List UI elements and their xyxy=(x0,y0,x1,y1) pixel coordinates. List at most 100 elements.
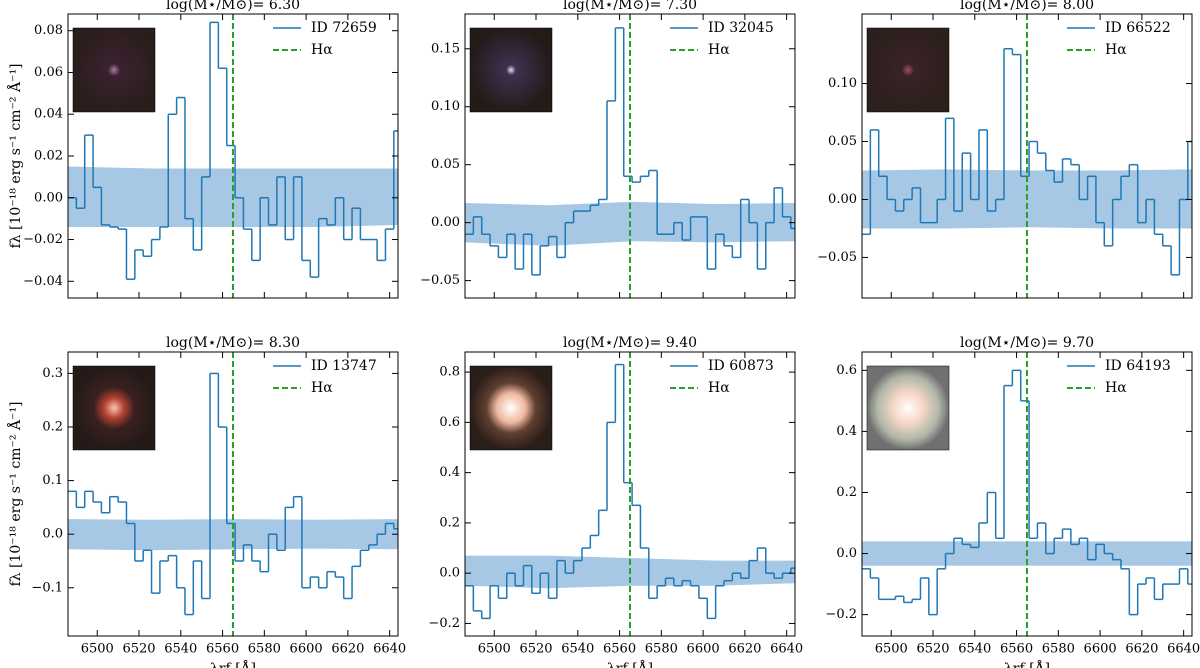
y-tick-label: 0.0 xyxy=(836,546,857,561)
plot-area xyxy=(68,14,398,298)
y-tick-label: 0.00 xyxy=(431,215,460,230)
y-tick-label: 0.6 xyxy=(836,363,857,378)
y-tick-label: 0.10 xyxy=(431,99,460,114)
x-tick-label: 6620 xyxy=(331,642,364,657)
legend-label: Hα xyxy=(311,380,333,396)
y-tick-label: 0.1 xyxy=(42,473,63,488)
legend-label: Hα xyxy=(311,42,333,58)
x-tick-label: 6520 xyxy=(519,642,552,657)
y-tick-label: −0.02 xyxy=(23,232,63,247)
x-tick-label: 6600 xyxy=(290,642,323,657)
y-tick-label: 0.4 xyxy=(836,424,857,439)
y-tick-label: 0.02 xyxy=(34,149,63,164)
frame xyxy=(464,13,796,299)
legend-label: ID 66522 xyxy=(1105,20,1171,36)
y-tick-label: 0.15 xyxy=(431,41,460,56)
x-tick-label: 6600 xyxy=(1084,642,1117,657)
panel: −0.04 −0.02 0.00 0.02 0.04 0.06 0.08 log(M⋆/M⊙)… xyxy=(6,0,399,299)
thumbnail xyxy=(469,365,553,451)
x-tick-label: 6640 xyxy=(770,642,803,657)
y-tick-label: −0.2 xyxy=(428,616,460,631)
x-tick-label: 6640 xyxy=(1167,642,1200,657)
y-tick-label: 0.2 xyxy=(42,420,63,435)
thumbnail xyxy=(469,27,553,113)
x-tick-label: 6560 xyxy=(206,642,239,657)
y-axis-label: fλ [10⁻¹⁸ erg s⁻¹ cm⁻² Å⁻¹] xyxy=(6,63,24,248)
y-tick-label: 0.0 xyxy=(42,527,63,542)
y-tick-label: 0.05 xyxy=(828,134,857,149)
panel-title: log(M⋆/M⊙)= 6.30 xyxy=(166,0,300,13)
frame xyxy=(861,13,1193,299)
x-tick-label: 6540 xyxy=(561,642,594,657)
legend-label: ID 60873 xyxy=(708,358,774,374)
panel-title: log(M⋆/M⊙)= 7.30 xyxy=(563,0,697,13)
legend-label: Hα xyxy=(708,380,730,396)
x-tick-label: 6560 xyxy=(1000,642,1033,657)
x-tick-label: 6580 xyxy=(248,642,281,657)
x-tick-label: 6500 xyxy=(81,642,114,657)
y-tick-label: −0.04 xyxy=(23,274,63,289)
y-tick-label: 0.05 xyxy=(431,157,460,172)
x-tick-label: 6500 xyxy=(875,642,908,657)
y-tick-label: −0.05 xyxy=(420,273,460,288)
x-tick-label: 6620 xyxy=(1125,642,1158,657)
y-tick-label: −0.05 xyxy=(817,250,857,265)
x-tick-label: 6580 xyxy=(645,642,678,657)
panel: −0.05 0.00 0.05 0.10 0.15 log(M⋆/M⊙)= 7.30 ID … xyxy=(420,0,796,299)
panel-title: log(M⋆/M⊙)= 9.40 xyxy=(563,335,697,351)
x-axis-label: λrf [Å] xyxy=(210,659,256,668)
x-tick-label: 6560 xyxy=(603,642,636,657)
x-axis-label: λrf [Å] xyxy=(607,659,653,668)
thumbnail xyxy=(866,27,950,113)
y-tick-label: 0.06 xyxy=(34,65,63,80)
x-tick-label: 6520 xyxy=(916,642,949,657)
panel-title: log(M⋆/M⊙)= 8.00 xyxy=(960,0,1094,13)
plot-area xyxy=(862,14,1192,298)
legend-label: Hα xyxy=(708,42,730,58)
panel: 6500 6520 6540 6560 6580 6600 6620 6640 −0.1 0.0 0… xyxy=(6,335,406,668)
legend-label: ID 13747 xyxy=(311,358,377,374)
y-tick-label: 0.08 xyxy=(34,23,63,38)
legend-label: ID 72659 xyxy=(311,20,377,36)
plot-area xyxy=(465,352,795,636)
legend-label: ID 64193 xyxy=(1105,358,1171,374)
frame xyxy=(861,351,1193,637)
y-tick-label: 0.2 xyxy=(439,515,460,530)
y-tick-label: 0.00 xyxy=(34,190,63,205)
x-tick-label: 6540 xyxy=(164,642,197,657)
y-tick-label: 0.0 xyxy=(439,566,460,581)
plot-area xyxy=(862,352,1192,636)
x-tick-label: 6580 xyxy=(1042,642,1075,657)
thumbnail xyxy=(72,365,156,451)
panel: −0.05 0.00 0.05 0.10 log(M⋆/M⊙)= 8.00 ID 6652… xyxy=(817,0,1193,299)
y-tick-label: 0.04 xyxy=(34,107,63,122)
y-tick-label: 0.10 xyxy=(828,76,857,91)
frame xyxy=(464,351,796,637)
y-tick-label: 0.2 xyxy=(836,485,857,500)
legend-label: Hα xyxy=(1105,42,1127,58)
thumbnail xyxy=(866,365,950,451)
thumbnail xyxy=(72,27,156,113)
panel-title: log(M⋆/M⊙)= 8.30 xyxy=(166,335,300,351)
panel-title: log(M⋆/M⊙)= 9.70 xyxy=(960,335,1094,351)
x-tick-label: 6620 xyxy=(728,642,761,657)
y-axis-label: fλ [10⁻¹⁸ erg s⁻¹ cm⁻² Å⁻¹] xyxy=(6,401,24,586)
legend-label: Hα xyxy=(1105,380,1127,396)
x-tick-label: 6640 xyxy=(373,642,406,657)
x-tick-label: 6520 xyxy=(122,642,155,657)
x-tick-label: 6540 xyxy=(958,642,991,657)
y-tick-label: 0.6 xyxy=(439,415,460,430)
panel: 6500 6520 6540 6560 6580 6600 6620 6640 −0.2 0.0 0… xyxy=(428,335,803,668)
y-tick-label: −0.1 xyxy=(31,580,63,595)
y-tick-label: 0.00 xyxy=(828,192,857,207)
plot-area xyxy=(68,352,398,636)
plot-area xyxy=(465,14,795,298)
y-tick-label: 0.3 xyxy=(42,366,63,381)
y-tick-label: −0.2 xyxy=(825,607,857,622)
y-tick-label: 0.8 xyxy=(439,365,460,380)
frame xyxy=(67,351,399,637)
x-tick-label: 6500 xyxy=(478,642,511,657)
y-tick-label: 0.4 xyxy=(439,465,460,480)
x-tick-label: 6600 xyxy=(687,642,720,657)
